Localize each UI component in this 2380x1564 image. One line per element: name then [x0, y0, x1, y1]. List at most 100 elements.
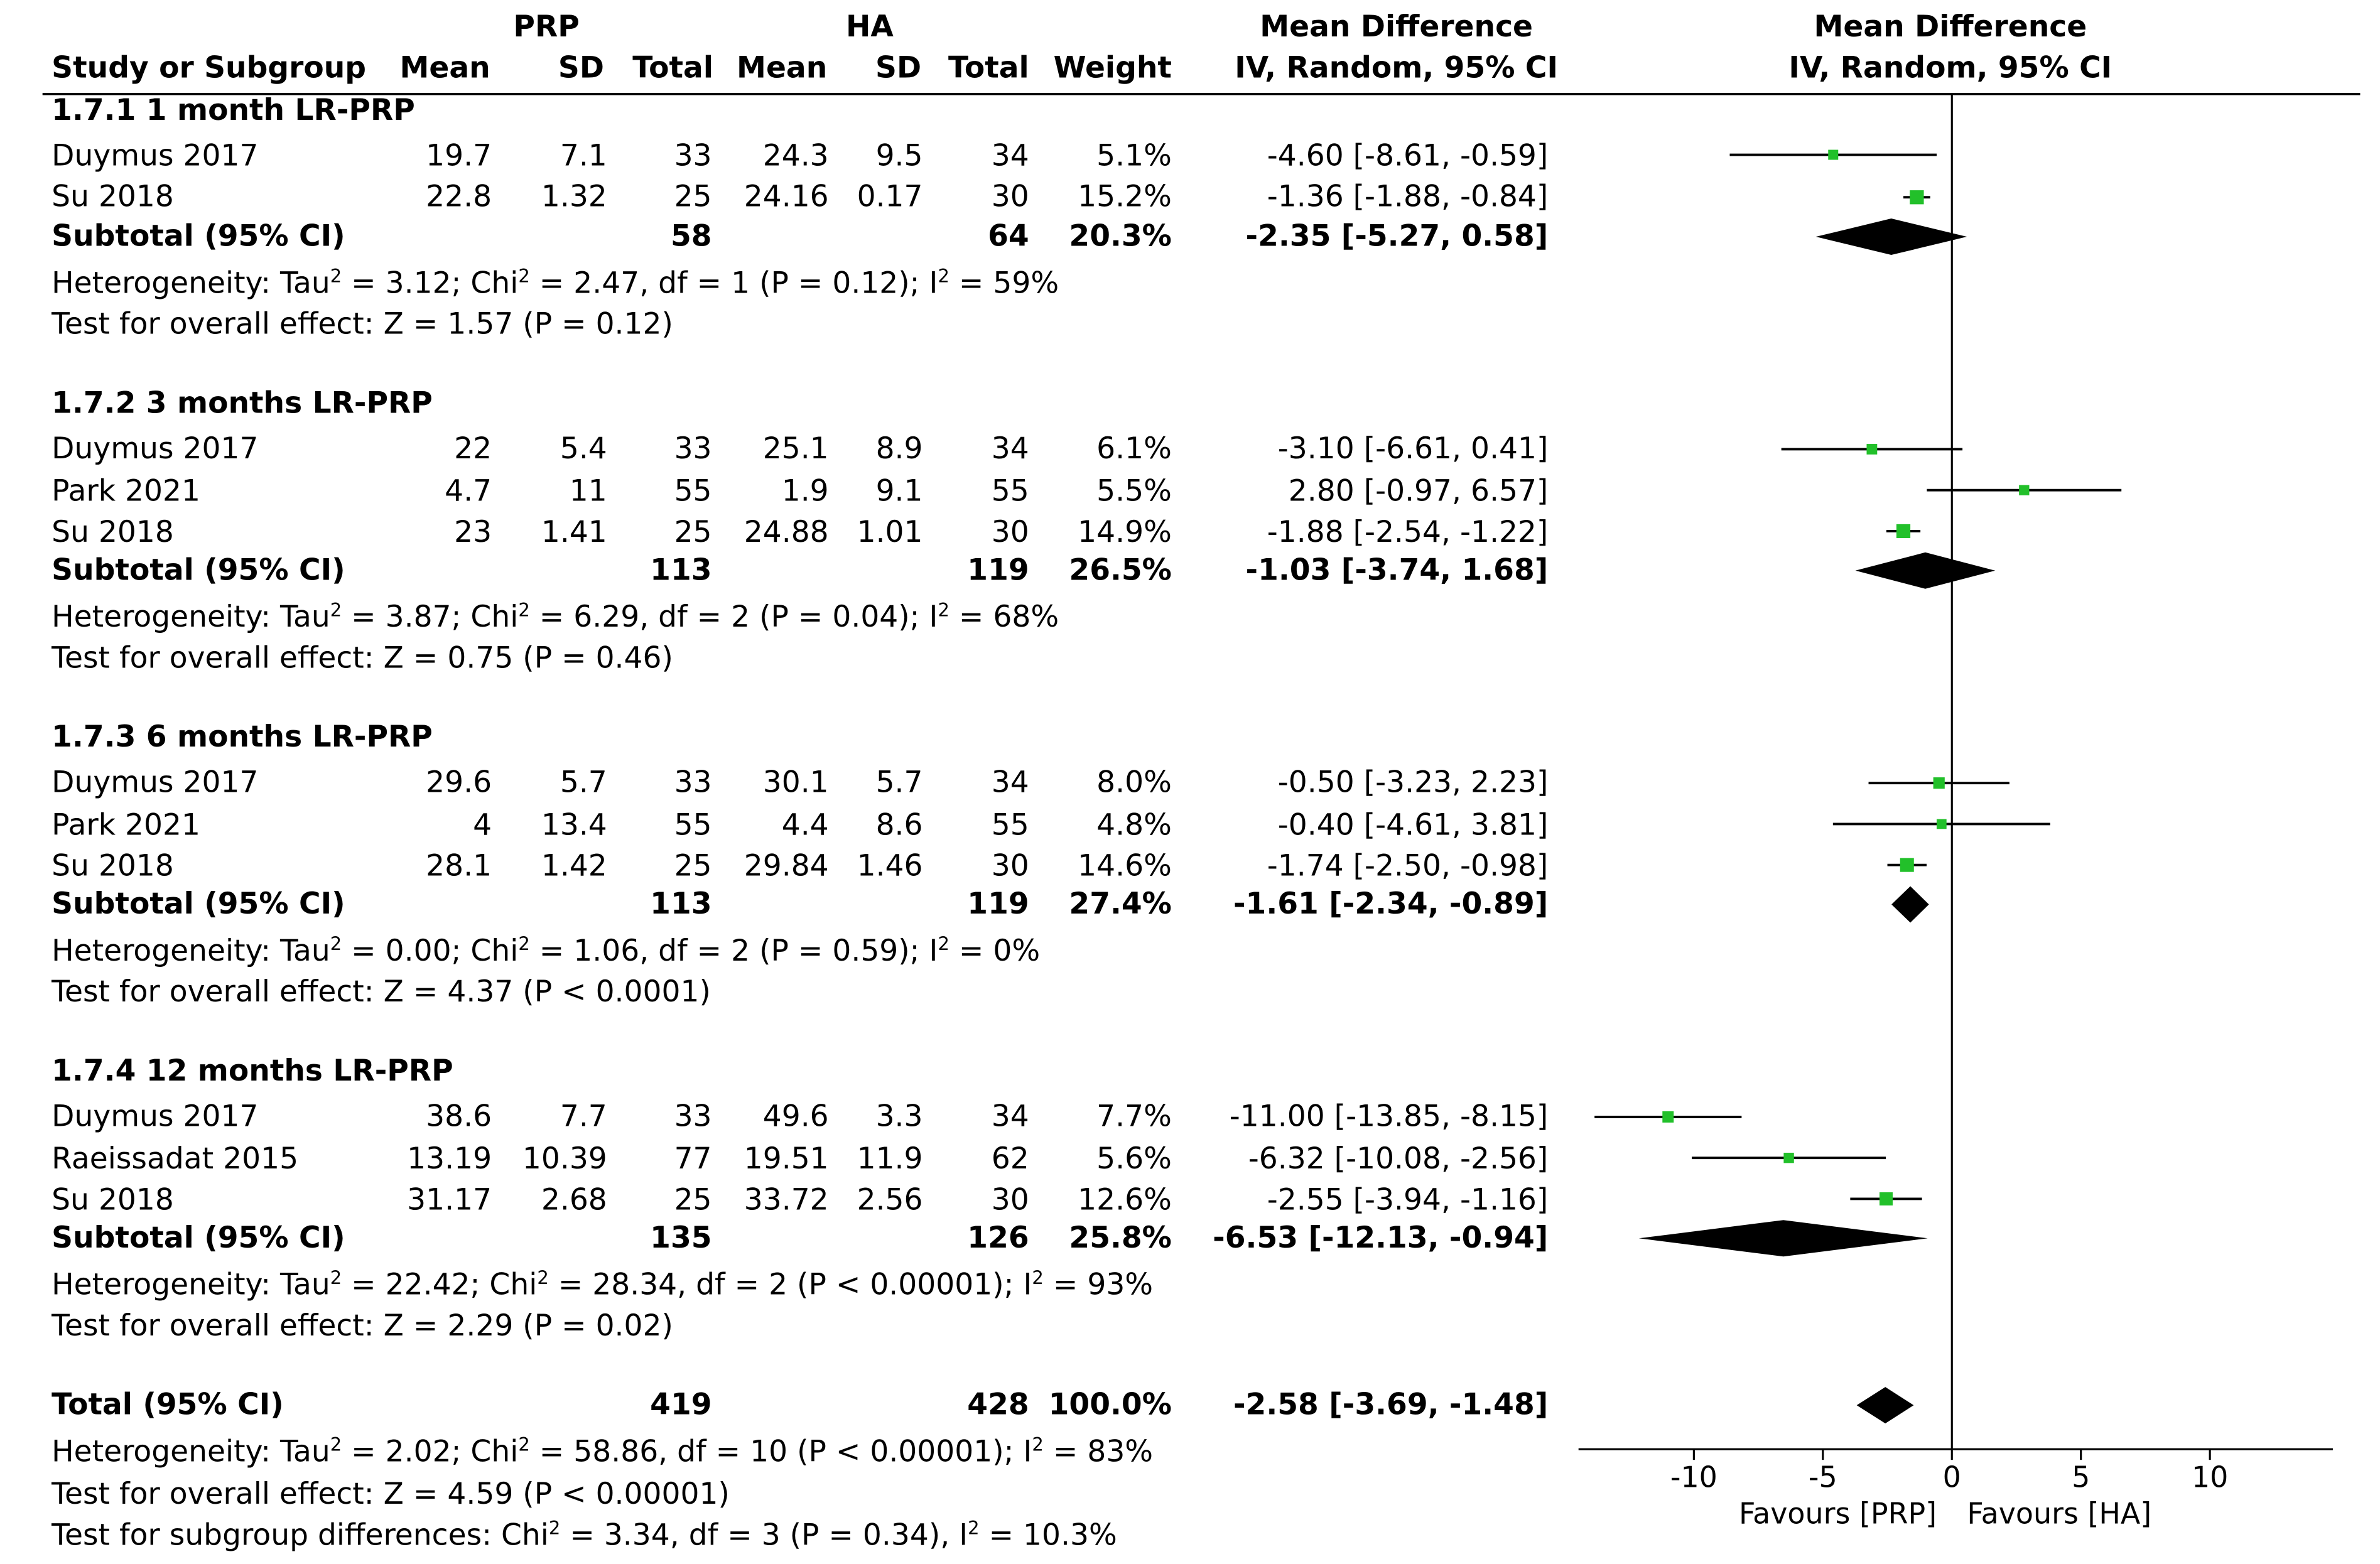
subtotal-total-ha: 64	[988, 218, 1029, 254]
study-weight: 6.1%	[1096, 431, 1172, 467]
study-weight: 7.7%	[1096, 1098, 1172, 1134]
forest-plot-layer: -10 -5 0 5 10 Favours [PRP] Favours [HA]	[1578, 94, 2333, 1531]
heterogeneity-text: Heterogeneity: Tau2 = 22.42; Chi2 = 28.3…	[51, 1267, 1154, 1302]
study-mean-ha: 24.88	[744, 514, 829, 549]
study-effect-ci: -4.60 [-8.61, -0.59]	[1267, 138, 1549, 173]
study-mean-ha: 30.1	[762, 765, 829, 800]
subtotal-total-ha: 126	[967, 1220, 1029, 1255]
subtotal-total-prp: 113	[650, 552, 712, 588]
study-mean-ha: 49.6	[762, 1098, 829, 1134]
study-mean-ha: 24.16	[744, 179, 829, 214]
study-effect-ci: 2.80 [-0.97, 6.57]	[1288, 473, 1549, 509]
study-name: Duymus 2017	[51, 431, 259, 467]
group1-header: PRP	[513, 9, 580, 45]
study-sd-ha: 8.6	[875, 807, 923, 843]
subtotal-weight: 25.8%	[1069, 1220, 1172, 1255]
col-header-total-ha: Total	[948, 50, 1029, 85]
study-sd-prp: 1.32	[541, 179, 607, 214]
study-effect-ci: -1.88 [-2.54, -1.22]	[1267, 514, 1549, 549]
study-mean-prp: 38.6	[426, 1098, 492, 1134]
study-total-prp: 33	[674, 1098, 712, 1134]
study-effect-ci: -1.74 [-2.50, -0.98]	[1267, 848, 1549, 883]
favours-right-label: Favours [HA]	[1967, 1497, 2151, 1531]
study-total-ha: 30	[991, 514, 1029, 549]
study-sd-prp: 7.1	[560, 138, 607, 173]
study-weight: 14.6%	[1078, 848, 1172, 883]
subtotal-label: Subtotal (95% CI)	[51, 886, 345, 922]
study-sd-prp: 1.42	[541, 848, 607, 883]
study-effect-marker	[1828, 149, 1839, 160]
study-mean-ha: 29.84	[744, 848, 829, 883]
study-sd-ha: 11.9	[857, 1141, 923, 1177]
subgroup-title: 1.7.2 3 months LR-PRP	[51, 385, 433, 421]
study-mean-ha: 4.4	[781, 807, 829, 843]
study-total-prp: 33	[674, 431, 712, 467]
study-mean-prp: 4	[473, 807, 492, 843]
subtotal-effect-ci: -1.03 [-3.74, 1.68]	[1245, 552, 1549, 588]
overall-effect-text: Test for overall effect: Z = 2.29 (P = 0…	[51, 1308, 673, 1344]
overall-effect-text: Test for overall effect: Z = 4.37 (P < 0…	[51, 974, 711, 1010]
x-axis-tick-label: -5	[1809, 1460, 1837, 1494]
study-total-prp: 25	[674, 514, 712, 549]
study-total-ha: 34	[991, 138, 1029, 173]
study-effect-ci: -11.00 [-13.85, -8.15]	[1229, 1098, 1549, 1134]
x-axis-tick-label: 0	[1943, 1460, 1961, 1494]
study-weight: 5.5%	[1096, 473, 1172, 509]
study-total-prp: 33	[674, 138, 712, 173]
subtotal-effect-ci: -2.35 [-5.27, 0.58]	[1245, 218, 1549, 254]
study-name: Su 2018	[51, 1182, 174, 1217]
study-effect-ci: -0.50 [-3.23, 2.23]	[1277, 765, 1549, 800]
total-heterogeneity-text: Heterogeneity: Tau2 = 2.02; Chi2 = 58.86…	[51, 1434, 1154, 1469]
overall-effect-text: Test for overall effect: Z = 1.57 (P = 0…	[51, 306, 673, 342]
study-mean-ha: 1.9	[781, 473, 829, 509]
subgroup-title: 1.7.3 6 months LR-PRP	[51, 719, 433, 755]
effect-col-header-bottom: IV, Random, 95% CI	[1235, 50, 1559, 85]
study-total-prp: 25	[674, 848, 712, 883]
study-sd-prp: 11	[569, 473, 607, 509]
study-name: Duymus 2017	[51, 138, 259, 173]
study-total-ha: 30	[991, 179, 1029, 214]
study-sd-ha: 1.46	[857, 848, 923, 883]
heterogeneity-text: Heterogeneity: Tau2 = 3.87; Chi2 = 6.29,…	[51, 599, 1059, 635]
subtotal-diamond	[1891, 886, 1929, 923]
study-mean-prp: 28.1	[426, 848, 492, 883]
study-sd-ha: 8.9	[875, 431, 923, 467]
study-name: Su 2018	[51, 514, 174, 549]
study-mean-prp: 22	[454, 431, 492, 467]
subtotal-total-ha: 119	[967, 886, 1029, 922]
study-sd-prp: 5.4	[560, 431, 607, 467]
subtotal-total-prp: 113	[650, 886, 712, 922]
study-effect-marker	[2019, 485, 2030, 495]
study-effect-marker	[1866, 444, 1878, 455]
study-name: Park 2021	[51, 473, 200, 509]
study-name: Su 2018	[51, 179, 174, 214]
subtotal-label: Subtotal (95% CI)	[51, 218, 345, 254]
subtotal-effect-ci: -1.61 [-2.34, -0.89]	[1233, 886, 1549, 922]
study-weight: 12.6%	[1078, 1182, 1172, 1217]
col-header-study: Study or Subgroup	[51, 50, 367, 85]
study-name: Raeissadat 2015	[51, 1141, 299, 1177]
study-name: Su 2018	[51, 848, 174, 883]
subtotal-diamond	[1638, 1220, 1928, 1257]
col-header-total-prp: Total	[632, 50, 713, 85]
x-axis-tick-label: -10	[1670, 1460, 1717, 1494]
col-header-sd-prp: SD	[558, 50, 604, 85]
subgroup-differences-text: Test for subgroup differences: Chi2 = 3.…	[51, 1518, 1117, 1553]
study-name: Duymus 2017	[51, 1098, 259, 1134]
study-total-prp: 55	[674, 807, 712, 843]
study-sd-ha: 5.7	[875, 765, 923, 800]
study-total-ha: 34	[991, 431, 1029, 467]
study-total-ha: 30	[991, 1182, 1029, 1217]
study-effect-marker	[1900, 858, 1914, 872]
study-sd-ha: 3.3	[875, 1098, 923, 1134]
study-mean-prp: 13.19	[407, 1141, 492, 1177]
study-mean-ha: 33.72	[744, 1182, 829, 1217]
study-sd-ha: 0.17	[857, 179, 923, 214]
study-weight: 15.2%	[1078, 179, 1172, 214]
study-effect-ci: -1.36 [-1.88, -0.84]	[1267, 179, 1549, 214]
study-total-prp: 33	[674, 765, 712, 800]
study-weight: 14.9%	[1078, 514, 1172, 549]
study-total-prp: 55	[674, 473, 712, 509]
